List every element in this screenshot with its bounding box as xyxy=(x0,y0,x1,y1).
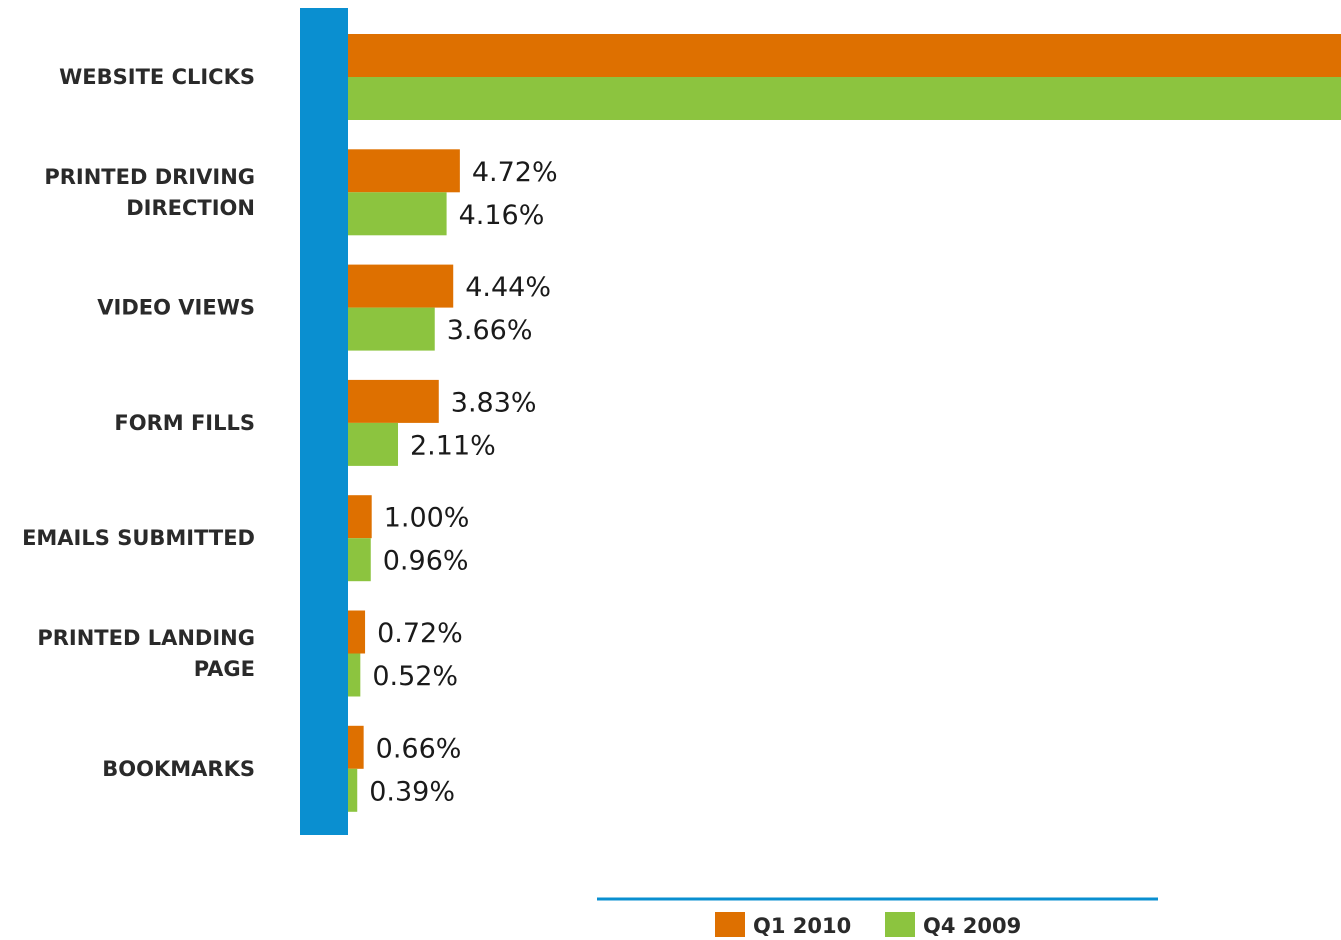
category-label-line: PRINTED LANDING xyxy=(37,626,255,650)
data-label: 4.44% xyxy=(465,272,551,303)
bar-q1-2010 xyxy=(348,725,364,769)
category-axis-band xyxy=(300,8,348,835)
bar-q4-2009 xyxy=(348,768,358,812)
data-label: 1.00% xyxy=(384,503,470,534)
bar-q1-2010 xyxy=(348,34,1341,77)
bar-q1-2010 xyxy=(348,149,460,193)
category-label-line: PAGE xyxy=(194,657,255,681)
bar-q4-2009 xyxy=(348,538,371,582)
data-label: 3.83% xyxy=(451,387,537,418)
bar-q1-2010 xyxy=(348,379,439,423)
category-label: FORM FILLS xyxy=(114,411,255,435)
value-labels: 4.72% 4.16% 4.44% 3.66% 3.83% 2.11% 1.00% 0.96%… xyxy=(369,157,558,807)
category-label: EMAILS SUBMITTED xyxy=(22,526,255,550)
data-label: 2.11% xyxy=(410,430,496,461)
data-label: 4.72% xyxy=(472,157,558,188)
legend: Q1 2010 Q4 2009 xyxy=(715,912,1021,938)
bar-q1-2010 xyxy=(348,610,366,654)
legend-swatch xyxy=(715,912,745,937)
category-labels: WEBSITE CLICKS PRINTED DRIVING DIRECTION VI… xyxy=(22,65,255,781)
category-label-line: FORM FILLS xyxy=(114,411,255,435)
data-label: 0.39% xyxy=(369,776,455,807)
bar-q1-2010 xyxy=(348,495,372,539)
category-label-line: VIDEO VIEWS xyxy=(97,296,255,320)
legend-label: Q1 2010 xyxy=(753,914,851,938)
data-label: 0.66% xyxy=(376,733,462,764)
category-label-line: DIRECTION xyxy=(126,196,255,220)
category-label: BOOKMARKS xyxy=(102,757,255,781)
bar-q4-2009 xyxy=(348,653,361,697)
bar-q4-2009 xyxy=(348,422,399,466)
category-label-line: EMAILS SUBMITTED xyxy=(22,526,255,550)
category-label-line: PRINTED DRIVING xyxy=(44,165,255,189)
legend-label: Q4 2009 xyxy=(923,914,1021,938)
data-label: 3.66% xyxy=(447,315,533,346)
bar-q4-2009 xyxy=(348,77,1341,120)
bar-q4-2009 xyxy=(348,307,435,351)
bar-q4-2009 xyxy=(348,192,447,236)
legend-swatch xyxy=(885,912,915,937)
category-label-line: WEBSITE CLICKS xyxy=(59,65,255,89)
bars-group xyxy=(348,34,1341,812)
category-label: WEBSITE CLICKS xyxy=(59,65,255,89)
data-label: 0.52% xyxy=(372,661,458,692)
category-label: PRINTED LANDING PAGE xyxy=(37,626,255,681)
data-label: 4.16% xyxy=(459,200,545,231)
category-label: VIDEO VIEWS xyxy=(97,296,255,320)
data-label: 0.96% xyxy=(383,546,469,577)
category-label: PRINTED DRIVING DIRECTION xyxy=(44,165,255,220)
bar-q1-2010 xyxy=(348,264,454,308)
category-label-line: BOOKMARKS xyxy=(102,757,255,781)
data-label: 0.72% xyxy=(377,618,463,649)
